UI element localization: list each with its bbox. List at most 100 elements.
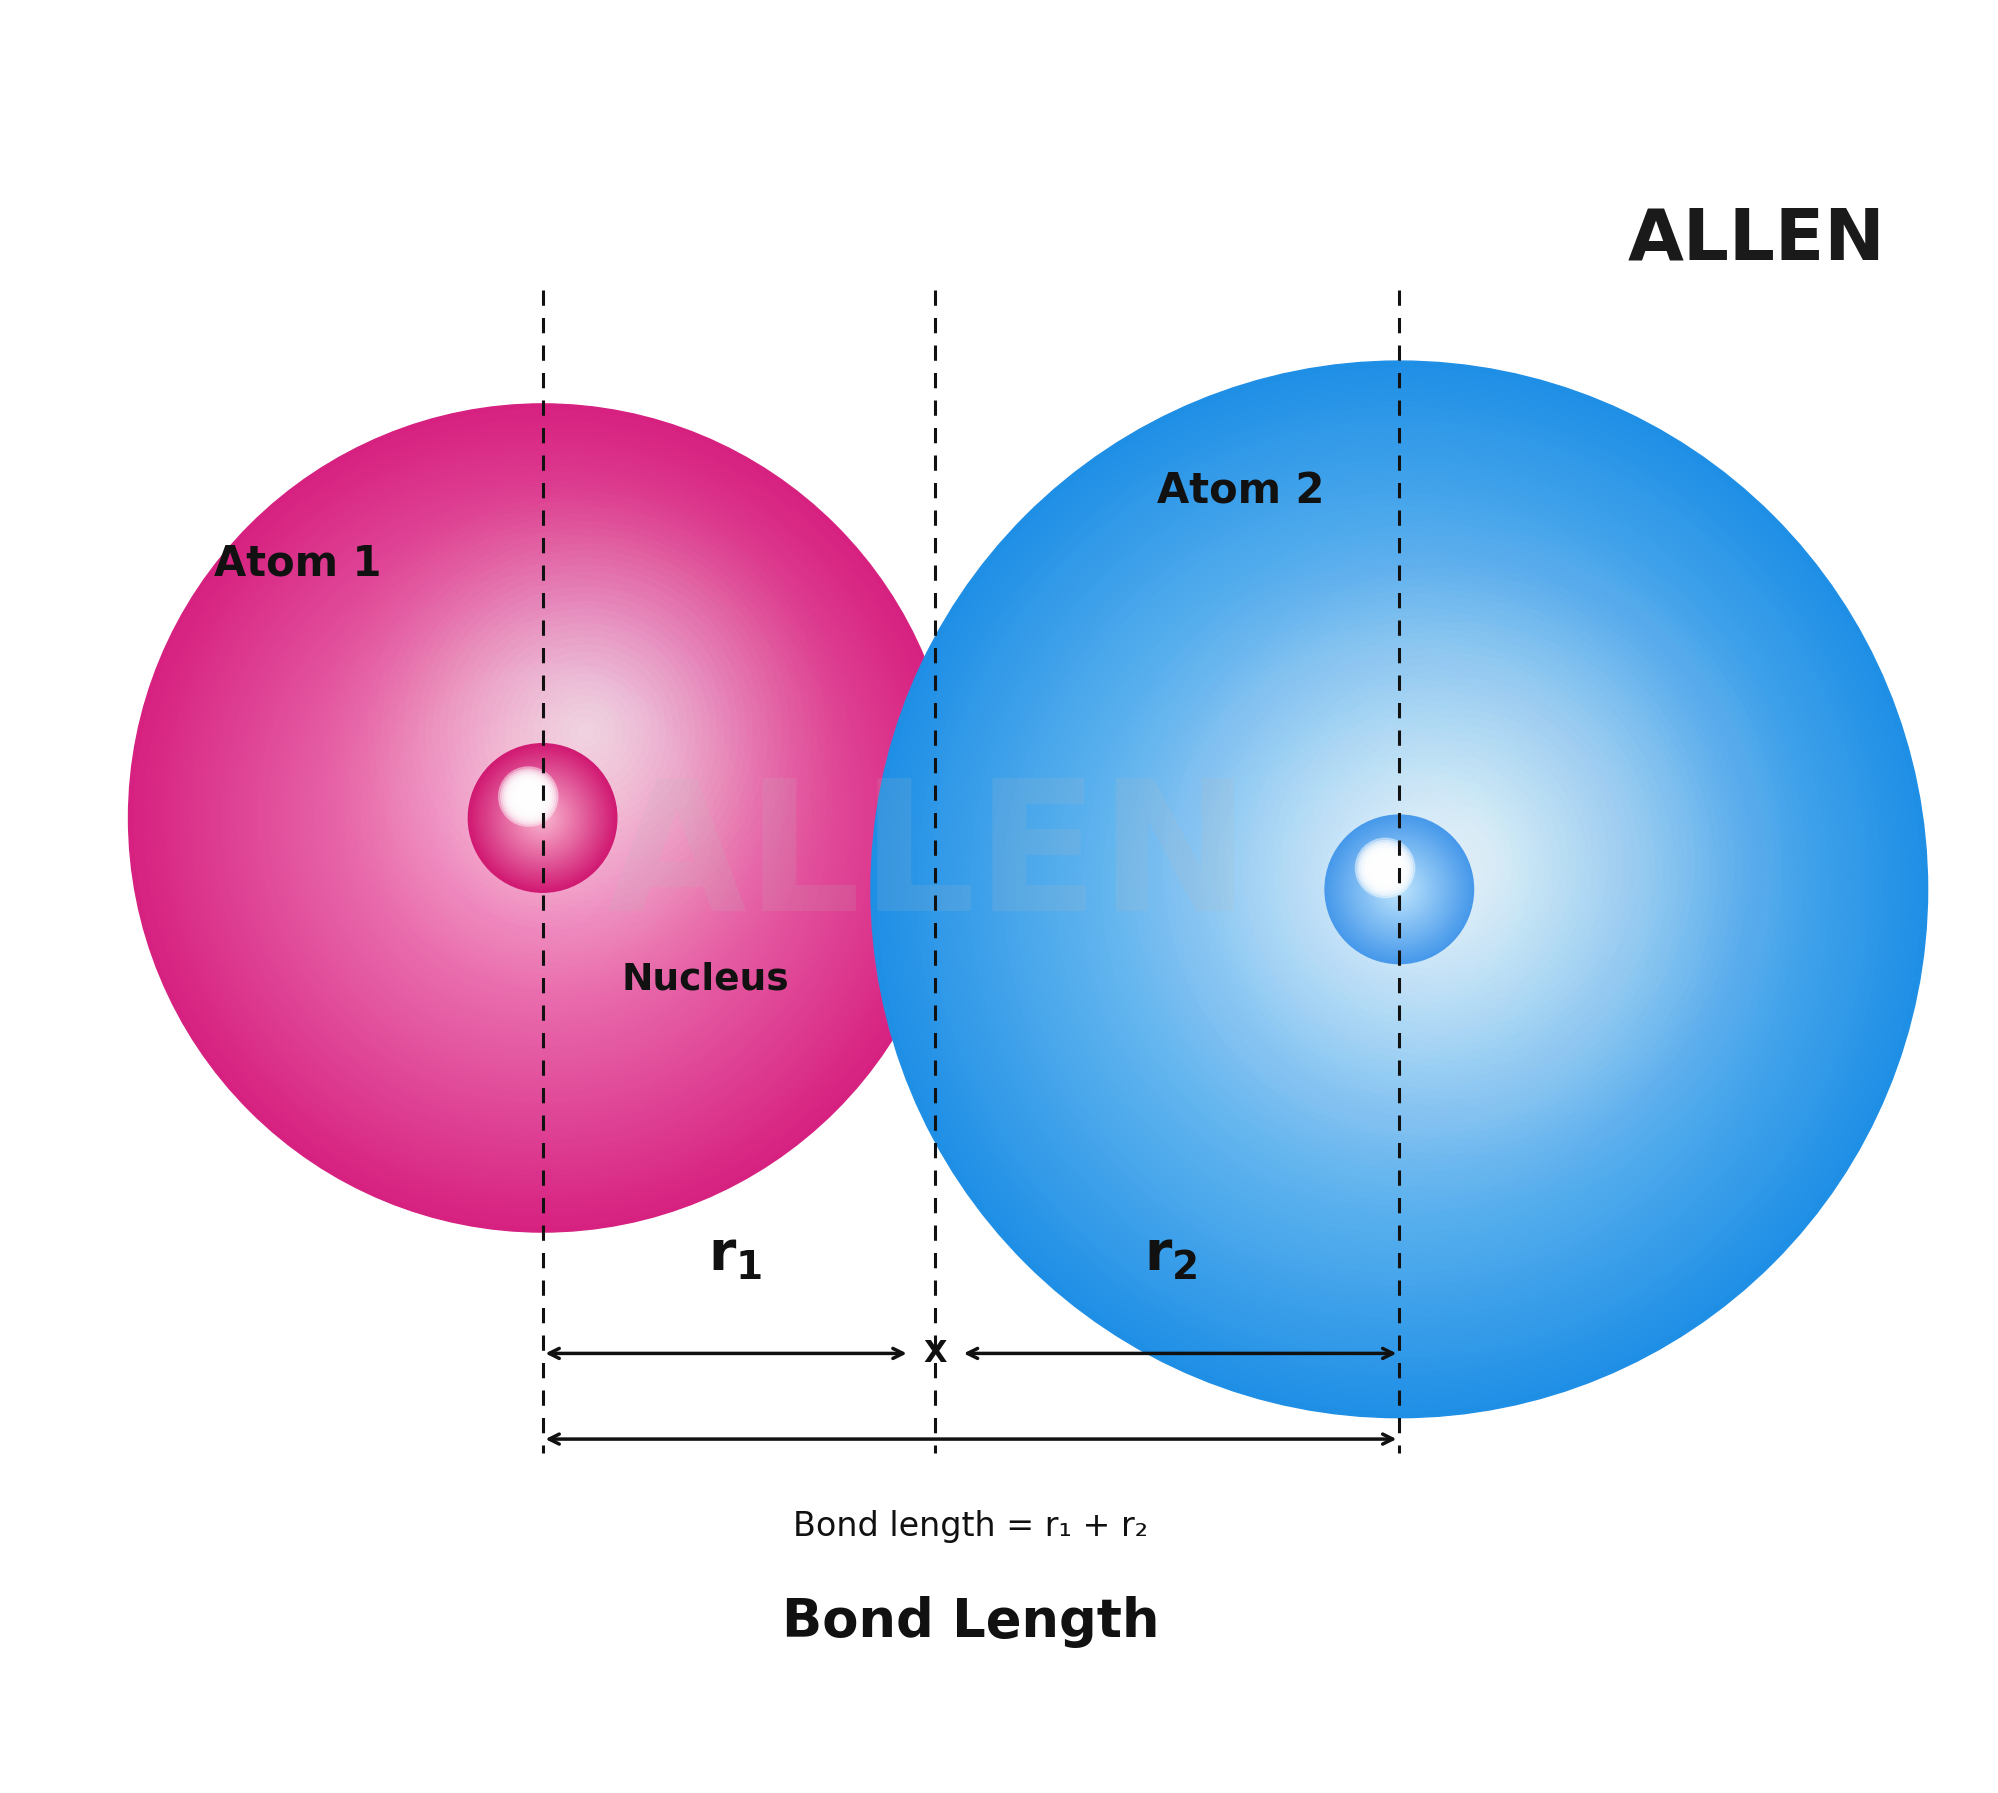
Circle shape <box>336 611 749 1026</box>
Circle shape <box>352 626 733 1009</box>
Circle shape <box>977 466 1820 1312</box>
Circle shape <box>460 735 625 900</box>
Circle shape <box>1261 751 1536 1027</box>
Circle shape <box>186 461 899 1174</box>
Circle shape <box>501 776 583 859</box>
Circle shape <box>1385 877 1411 902</box>
Circle shape <box>320 595 765 1040</box>
Circle shape <box>1135 626 1662 1153</box>
Circle shape <box>505 782 579 853</box>
Circle shape <box>1075 567 1722 1212</box>
Circle shape <box>1373 855 1397 880</box>
Circle shape <box>134 409 951 1226</box>
Circle shape <box>1359 850 1437 929</box>
Circle shape <box>515 793 567 845</box>
Circle shape <box>897 387 1900 1391</box>
Circle shape <box>1329 819 1469 959</box>
Circle shape <box>1389 880 1409 898</box>
Circle shape <box>1147 638 1650 1140</box>
Circle shape <box>1069 559 1728 1219</box>
Circle shape <box>480 755 605 880</box>
Circle shape <box>1395 886 1403 893</box>
Circle shape <box>1343 834 1455 945</box>
Circle shape <box>1187 678 1610 1101</box>
Circle shape <box>1241 732 1556 1047</box>
Circle shape <box>1319 810 1479 968</box>
Circle shape <box>525 794 529 798</box>
Circle shape <box>1363 853 1435 925</box>
Circle shape <box>482 757 603 879</box>
Circle shape <box>202 477 883 1160</box>
Circle shape <box>1273 764 1524 1015</box>
Circle shape <box>474 749 611 888</box>
Circle shape <box>1361 845 1409 891</box>
Circle shape <box>989 481 1808 1298</box>
Circle shape <box>535 810 549 825</box>
Circle shape <box>943 434 1854 1345</box>
Circle shape <box>1233 724 1564 1054</box>
Circle shape <box>1393 882 1405 896</box>
Circle shape <box>268 543 817 1092</box>
Circle shape <box>216 491 869 1144</box>
Circle shape <box>1337 828 1461 950</box>
Circle shape <box>1227 717 1570 1061</box>
Circle shape <box>1353 843 1445 936</box>
Circle shape <box>232 507 853 1128</box>
Circle shape <box>1101 592 1696 1187</box>
Circle shape <box>1357 841 1413 896</box>
Circle shape <box>418 694 667 941</box>
Circle shape <box>1383 873 1415 905</box>
Circle shape <box>488 762 597 873</box>
Circle shape <box>242 518 843 1119</box>
Circle shape <box>1293 784 1504 995</box>
Circle shape <box>1379 870 1419 909</box>
Circle shape <box>523 793 531 800</box>
Circle shape <box>414 689 671 947</box>
Circle shape <box>1367 857 1431 922</box>
Circle shape <box>1347 837 1451 941</box>
Circle shape <box>248 524 837 1113</box>
Circle shape <box>923 414 1874 1364</box>
Circle shape <box>937 427 1860 1352</box>
Circle shape <box>1347 837 1451 941</box>
Circle shape <box>511 787 573 850</box>
Circle shape <box>563 710 607 755</box>
Circle shape <box>1201 692 1596 1088</box>
Circle shape <box>300 576 785 1061</box>
Circle shape <box>1221 712 1576 1067</box>
Circle shape <box>517 794 567 843</box>
Circle shape <box>264 538 821 1097</box>
Circle shape <box>531 807 553 828</box>
Circle shape <box>206 482 879 1155</box>
Circle shape <box>498 767 557 827</box>
Text: Bond Length: Bond Length <box>781 1596 1159 1648</box>
Circle shape <box>1373 862 1425 916</box>
Circle shape <box>1029 520 1768 1259</box>
Circle shape <box>1023 513 1774 1266</box>
Circle shape <box>541 689 629 776</box>
Circle shape <box>258 533 827 1103</box>
Circle shape <box>392 667 693 968</box>
Circle shape <box>278 554 805 1081</box>
Circle shape <box>326 601 759 1035</box>
Circle shape <box>871 360 1926 1418</box>
Circle shape <box>316 590 769 1045</box>
Circle shape <box>523 800 561 837</box>
Circle shape <box>1345 836 1453 943</box>
Circle shape <box>1385 877 1413 902</box>
Circle shape <box>1109 599 1688 1180</box>
Text: Nucleus: Nucleus <box>621 961 789 997</box>
Circle shape <box>1009 500 1788 1278</box>
Circle shape <box>1121 611 1676 1167</box>
Circle shape <box>222 497 863 1139</box>
Text: $\mathbf{r_2}$: $\mathbf{r_2}$ <box>1143 1228 1197 1282</box>
Circle shape <box>539 814 545 821</box>
Circle shape <box>1089 579 1708 1200</box>
Circle shape <box>470 746 615 891</box>
Circle shape <box>1181 671 1616 1108</box>
Circle shape <box>1359 850 1439 929</box>
Circle shape <box>1365 848 1405 888</box>
Circle shape <box>527 803 557 834</box>
Circle shape <box>503 773 551 821</box>
Circle shape <box>1253 744 1544 1035</box>
